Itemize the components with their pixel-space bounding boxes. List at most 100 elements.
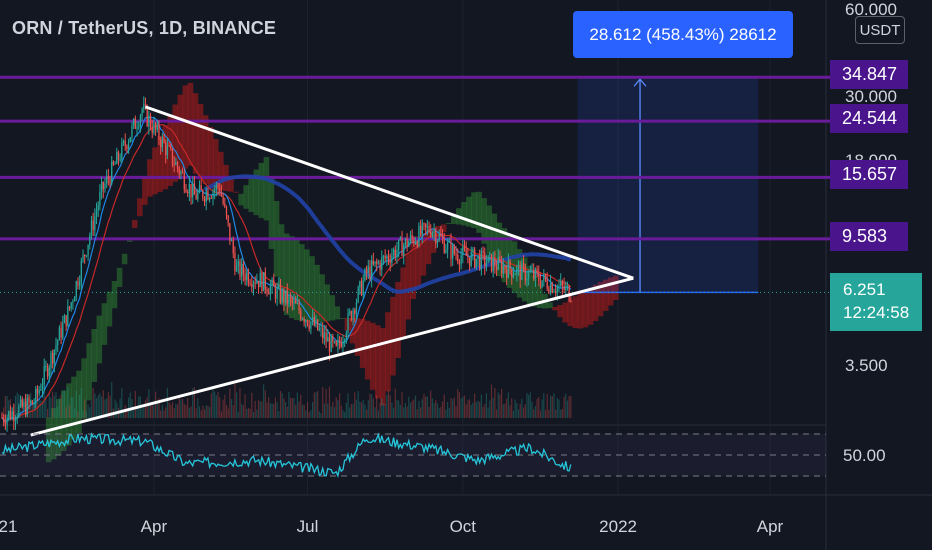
candle-body — [357, 287, 359, 303]
volume-bar — [320, 413, 322, 418]
candle-body — [500, 260, 503, 274]
triangle-upper-line — [144, 105, 634, 280]
volume-bar — [63, 389, 66, 418]
candle-body — [401, 237, 403, 256]
candle-body — [21, 399, 23, 407]
candle-body — [9, 411, 12, 419]
volume-bar — [501, 388, 503, 418]
volume-bar — [310, 410, 312, 418]
volume-bar — [435, 400, 437, 418]
volume-bar — [543, 393, 545, 418]
candle-body — [114, 163, 116, 165]
volume-bar — [155, 391, 157, 418]
candle-body — [443, 238, 445, 253]
candle-body — [472, 248, 474, 253]
candle-body — [479, 255, 481, 270]
candle-body — [171, 148, 174, 165]
candle-body — [406, 238, 408, 247]
axis-layer: 60.00030.00018.00010.5003.50021AprJulOct… — [0, 0, 897, 536]
cloud-segment — [162, 125, 168, 190]
volume-bar — [134, 390, 136, 418]
candle-body — [512, 274, 515, 278]
volume-bar — [119, 398, 121, 418]
candle-body — [480, 250, 483, 270]
candle-body — [549, 283, 552, 293]
symbol-title[interactable]: ORN / TetherUS, 1D, BINANCE — [12, 18, 277, 38]
candle-body — [497, 256, 499, 270]
volume-bar — [182, 398, 184, 418]
candle-body — [349, 311, 351, 314]
candle-body — [109, 179, 111, 184]
volume-bar — [387, 390, 390, 418]
volume-bar — [431, 398, 434, 418]
volume-bar — [475, 401, 477, 418]
volume-bar — [526, 392, 528, 418]
candle-body — [203, 198, 206, 202]
candle-body — [492, 258, 494, 272]
candle-body — [192, 183, 194, 198]
candle-body — [392, 249, 395, 256]
volume-bar — [340, 405, 342, 418]
currency-button[interactable]: USDT — [855, 16, 905, 44]
candle-body — [190, 184, 192, 198]
candle-body — [60, 327, 62, 338]
volume-bar — [97, 395, 99, 418]
candle-body — [293, 300, 295, 304]
cloud-segment — [476, 191, 482, 233]
candle-body — [207, 191, 209, 200]
candle-body — [117, 152, 120, 160]
candle-body — [340, 343, 342, 347]
volume-bar — [65, 407, 67, 418]
candle-body — [219, 188, 221, 193]
candle-body — [386, 255, 388, 259]
candle-body — [544, 274, 547, 280]
cloud-segment — [339, 318, 346, 320]
candle-body — [554, 291, 557, 293]
volume-bar — [187, 397, 189, 418]
volume-bar — [60, 395, 62, 418]
candle-body — [352, 309, 354, 320]
volume-bar — [506, 398, 508, 418]
volume-bar — [190, 406, 192, 418]
projection-layer — [577, 77, 759, 294]
volume-bar — [40, 400, 42, 418]
cloud-segment — [111, 281, 118, 309]
candle-body — [431, 232, 434, 236]
candle-body — [489, 254, 491, 256]
volume-bar — [163, 410, 165, 418]
candle-body — [560, 281, 562, 286]
candle-body — [136, 127, 138, 129]
volume-bar — [171, 401, 174, 418]
candle-body — [3, 417, 5, 422]
volume-bar — [391, 402, 393, 418]
volume-bar — [170, 404, 172, 418]
cloud-segment — [101, 303, 108, 345]
cloud-segment — [106, 291, 113, 327]
volume-bar — [374, 407, 376, 418]
volume-bar — [283, 398, 285, 418]
volume-bar — [141, 408, 143, 418]
cloud-segment — [86, 343, 92, 401]
volume-bar — [362, 399, 364, 418]
candle-body — [344, 340, 346, 342]
volume-bar — [21, 399, 23, 418]
volume-bar — [290, 397, 292, 418]
candle-body — [524, 265, 526, 281]
volume-bar — [90, 400, 93, 418]
volume-bar — [288, 391, 290, 418]
volume-bar — [212, 389, 214, 418]
volume-bar — [72, 397, 74, 418]
candle-body — [561, 281, 564, 286]
candle-body — [315, 319, 317, 326]
price-tick-label: 3.500 — [845, 356, 888, 375]
volume-bar — [492, 397, 494, 418]
candle-body — [288, 296, 290, 305]
cloud-segment — [537, 284, 543, 308]
candle-body — [484, 252, 486, 267]
candle-body — [23, 401, 25, 407]
candle-body — [178, 168, 180, 175]
cloud-segment — [45, 417, 52, 463]
volume-bar — [114, 399, 116, 418]
volume-bar — [450, 398, 452, 418]
